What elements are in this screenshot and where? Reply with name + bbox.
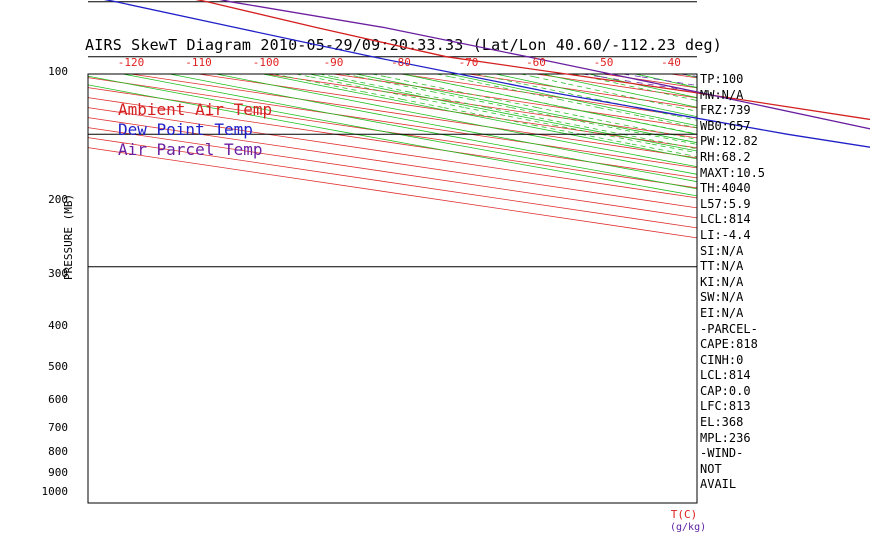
index-entry: LCL:814 <box>700 368 751 383</box>
stability-index-panel: TP:100 MW:N/A FRZ:739 WB0:657 PW:12.82 RH:68.… <box>700 72 765 493</box>
top-temp-tick-label: -100 <box>253 56 280 69</box>
pressure-tick-label: 200 <box>48 193 68 206</box>
moist-adiabat-line <box>344 73 698 145</box>
mixing-ratio-unit-label: (g/kg) <box>670 522 706 533</box>
top-temp-tick-label: -40 <box>661 56 681 69</box>
index-entry: MAXT:10.5 <box>700 165 766 180</box>
moist-adiabat-line <box>372 73 698 140</box>
isotherm-line <box>87 107 698 199</box>
index-entry: TT:N/A <box>700 259 744 274</box>
isotherm-line <box>87 97 698 189</box>
dry-adiabat-line <box>87 84 698 197</box>
index-entry: MPL:236 <box>700 430 751 445</box>
profile-lines <box>103 0 870 148</box>
top-temp-tick-label: -60 <box>526 56 546 69</box>
pressure-tick-label: 1000 <box>41 485 69 498</box>
pressure-tick-label: 600 <box>48 393 68 406</box>
moist-adiabat-line <box>520 73 698 112</box>
temperature-axis-label: T(C) <box>671 508 698 521</box>
plot-frame <box>87 73 698 504</box>
index-entry: -WIND- <box>700 446 744 461</box>
index-entry: L57:5.9 <box>700 196 751 211</box>
top-temp-tick-label: -50 <box>594 56 614 69</box>
isotherm-line <box>87 117 698 209</box>
index-entry: CAP:0.0 <box>700 383 751 398</box>
index-entry: LI:-4.4 <box>700 227 751 242</box>
dry-adiabat-line <box>122 73 698 183</box>
isotherm-line <box>265 73 698 139</box>
index-entry: EL:368 <box>700 415 744 430</box>
top-temp-tick-label: -70 <box>459 56 479 69</box>
isotherm-line <box>400 73 698 119</box>
index-entry: WB0:657 <box>700 118 751 133</box>
top-temp-tick-label: -90 <box>324 56 344 69</box>
index-entry: NOT <box>700 461 722 476</box>
index-entry: SW:N/A <box>700 290 744 305</box>
top-temp-tick-label: -110 <box>185 56 212 69</box>
isotherm-line <box>468 73 698 109</box>
index-entry: EI:N/A <box>700 305 744 320</box>
top-temp-tick-label: -120 <box>118 56 145 69</box>
index-entry: FRZ:739 <box>700 103 751 118</box>
moist-adiabat-line <box>273 73 698 157</box>
isotherm-line <box>670 73 698 79</box>
index-entry: KI:N/A <box>700 274 744 289</box>
dry-adiabat-line <box>216 73 698 168</box>
index-entry: CAPE:818 <box>700 337 758 352</box>
index-entry: LCL:814 <box>700 212 751 227</box>
pressure-tick-label: 400 <box>48 319 68 332</box>
index-entry: PW:12.82 <box>700 134 758 149</box>
dry-adiabat-line <box>589 73 698 99</box>
index-entry: TP:100 <box>700 72 744 86</box>
top-temp-tick-label: -80 <box>391 56 411 69</box>
series-line-parcel <box>219 0 870 130</box>
index-entry: MW:N/A <box>700 87 744 102</box>
index-entry: AVAIL <box>700 477 737 492</box>
axis-tick-labels: -120-110-100-90-80-70-60-50-40-50-40-30-… <box>118 56 706 533</box>
dry-adiabat-line <box>309 73 698 152</box>
index-entry: SI:N/A <box>700 243 744 258</box>
moist-adiabat-line <box>295 73 698 154</box>
isotherm-line <box>87 127 698 219</box>
dry-adiabat-line <box>495 73 698 117</box>
isotherm-line <box>87 77 698 169</box>
chart-title: AIRS SkewT Diagram 2010-05-29/09:20:33.3… <box>85 36 722 54</box>
moist-adiabat-line <box>475 73 698 121</box>
index-entry: LFC:813 <box>700 399 751 414</box>
legend-entry-ambient: Ambient Air Temp <box>118 100 273 119</box>
dry-adiabat-line <box>262 73 698 160</box>
pressure-tick-label: 100 <box>48 65 68 78</box>
isotherm-line <box>87 137 698 229</box>
isotherm-line <box>130 73 698 159</box>
moist-adiabat-line <box>436 73 698 128</box>
moist-adiabat-line <box>402 73 698 135</box>
isotherm-line <box>333 73 698 129</box>
legend-entry-parcel: Air Parcel Temp <box>118 140 263 159</box>
pressure-tick-label: 800 <box>48 445 68 458</box>
moist-adiabat-line <box>319 73 698 150</box>
pressure-tick-label: 700 <box>48 421 68 434</box>
pressure-tick-label: 900 <box>48 466 68 479</box>
series-line-dewpoint <box>103 0 870 148</box>
pressure-tick-label: 500 <box>48 360 68 373</box>
dry-adiabat-line <box>542 73 698 108</box>
pressure-tick-label: 300 <box>48 267 68 280</box>
index-entry: TH:4040 <box>700 181 751 196</box>
dry-adiabat-line <box>87 75 698 190</box>
legend: Ambient Air Temp Dew Point Temp Air Parc… <box>118 100 272 160</box>
dry-adiabat-line <box>355 73 698 144</box>
isotherm-line <box>535 73 698 99</box>
legend-entry-dewpoint: Dew Point Temp <box>118 120 253 139</box>
dry-adiabat-line <box>449 73 698 126</box>
dry-adiabat-line <box>169 73 698 175</box>
index-entry: -PARCEL- <box>700 321 758 336</box>
index-entry: CINH:0 <box>700 352 744 367</box>
index-entry: RH:68.2 <box>700 149 751 164</box>
isotherm-line <box>87 147 698 239</box>
grid-lines <box>87 1 698 504</box>
